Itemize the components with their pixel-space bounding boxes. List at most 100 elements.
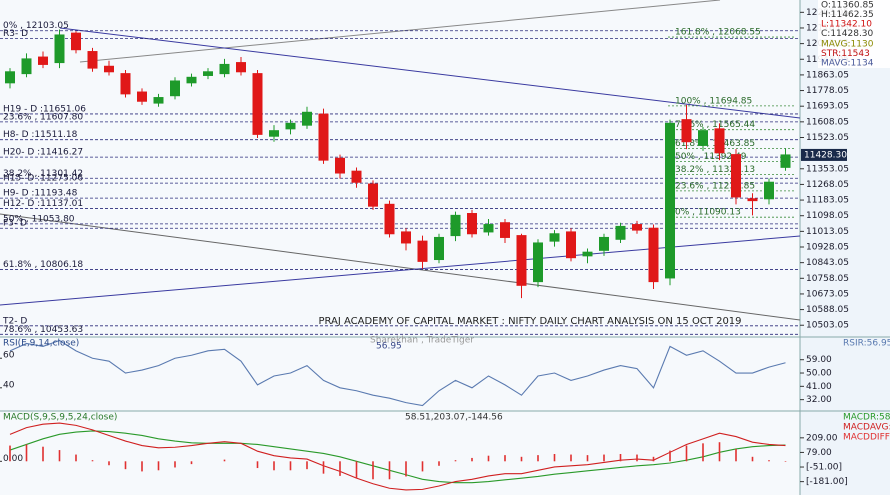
quote-box [818,0,890,68]
candle-body [780,154,791,168]
y-tick-label: 11523.05 [806,133,849,143]
candle-body [302,111,312,126]
candle-body [335,157,345,174]
y-tick-label: 10928.05 [806,243,849,253]
candle-body [401,231,411,244]
histogram-bar [570,454,572,462]
legend-entry: MACDR:58. [843,413,890,423]
y-tick-label: 10758.05 [806,274,849,284]
series-line [9,422,786,491]
histogram-bar [190,461,193,465]
plot-area [0,0,800,495]
indicator-text: STR:11543 [821,49,870,59]
candle-body [236,62,246,73]
candle-body [153,97,164,104]
candle-body [434,236,444,261]
y-tick-label: 11098.05 [806,211,849,221]
level-label: 38.2% , 11301.42 [3,169,83,179]
y-tick-label: 11608.05 [806,117,849,127]
y-tick-label: 11863.05 [806,70,849,80]
candle-body [368,183,378,207]
y-tick-label: 11013.05 [806,227,849,237]
candle-body [731,154,741,198]
annotation: Sharekhan , TradeTiger [370,336,474,346]
histogram-bar [652,456,655,462]
histogram-bar [157,461,160,471]
histogram-bar [91,460,94,462]
level-label: H15- D :11275.06 [3,174,83,184]
candle-body [120,73,131,95]
candle-body [71,32,81,51]
y-tick-label: 209.00 [806,433,838,443]
histogram-bar [718,442,721,462]
quote-text: O:11360.85 [821,1,874,11]
histogram-bar [619,454,622,462]
histogram-bar [636,454,638,462]
candle-body [137,91,147,102]
histogram-bar [553,454,556,462]
histogram-bar [174,461,176,468]
candle-body [384,203,395,235]
legend-entry: MACDAVG: [843,423,890,433]
fib-label: 161.8% , 12068.55 [675,28,761,38]
y-tick-label: 11353.05 [806,164,849,174]
histogram-bar [75,454,77,462]
histogram-bar [25,444,28,462]
candle-body [599,236,609,251]
y-tick-label: 10503.05 [806,321,849,331]
quote-text: L:11342.10 [821,20,872,30]
histogram-bar [487,455,490,462]
candle-body [500,222,510,238]
level-label: H19 - D :11651.06 [3,104,86,114]
candle-body [203,71,213,76]
histogram-bar [256,461,259,469]
candle-body [450,214,461,237]
histogram-bar [438,461,440,466]
candle-body [483,224,494,233]
y-tick-label: 10588.05 [806,305,849,315]
histogram-bar [124,461,127,470]
histogram-bar [405,461,407,477]
fib-label: 23.6% , 11232.85 [675,181,755,191]
fib-label: 50% , 11392.49 [675,152,747,162]
y-tick-label: 11268.05 [806,180,849,190]
y-tick-label: 11693.05 [806,102,849,112]
candle-body [104,65,114,73]
level-label: F3- D [3,219,27,229]
candle-body [698,130,708,146]
panel-title: RSI(E,9,14,close) [3,339,79,349]
indicator-text: MAVG:1134 [821,59,874,69]
candle-body [747,198,758,202]
annotation: 56.95 [376,342,402,352]
histogram-bar [58,450,61,462]
candle-body [318,113,329,161]
histogram-bar [421,461,424,472]
level-label: H20- D :11416.27 [3,148,83,158]
candle-body [648,227,659,283]
histogram-bar [273,461,275,471]
trend-line [0,213,801,321]
histogram-bar [603,454,605,462]
candle-body [252,73,263,135]
candle-body [285,122,296,130]
histogram-bar [141,461,143,472]
candle-body [5,71,15,84]
candle-body [170,80,180,97]
candle-body [351,170,362,183]
level-label: T2- D [2,316,27,326]
level-label: 50% , 11053.80 [3,214,75,224]
histogram-bar [9,445,11,462]
trend-line [59,27,801,119]
candle-body [665,122,675,279]
histogram-bar [108,461,110,466]
histogram-bar [372,461,374,480]
candle-body [533,242,543,283]
annotation: 58.51,203.07,-144.56 [405,413,503,423]
level-label: R3- D [3,29,28,39]
level-label: 61.8% , 10806.18 [3,260,83,270]
histogram-bar [355,461,358,479]
legend-entry: RSIR:56.95 [843,339,890,349]
candle-body [764,181,774,200]
fib-label: 0% , 11090.13 [675,208,741,218]
candle-body [21,58,32,75]
